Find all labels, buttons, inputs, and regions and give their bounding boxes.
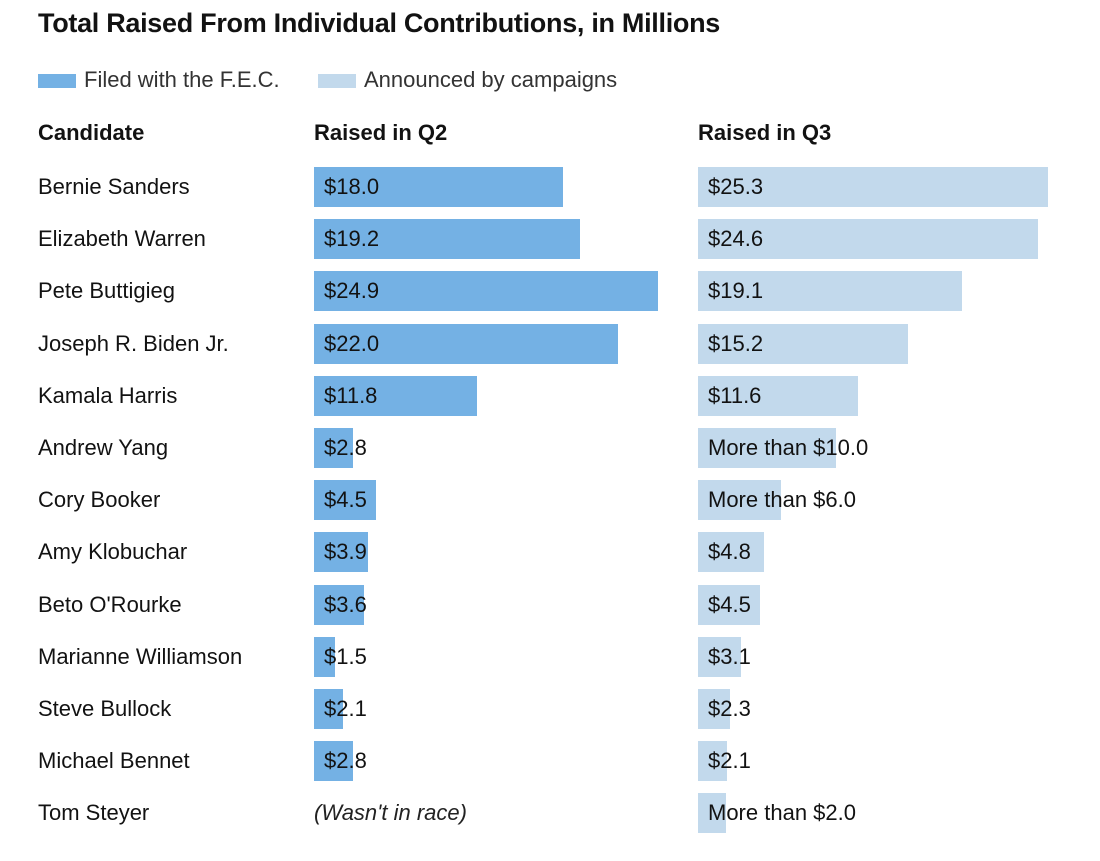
candidate-label-pete-buttigieg: Pete Buttigieg <box>38 278 175 303</box>
bar-note-tom-steyer-q2: (Wasn't in race) <box>314 800 467 825</box>
bar-value-label-andrew-yang-q3: More than $10.0 <box>708 435 869 460</box>
candidate-label-bernie-sanders: Bernie Sanders <box>38 174 190 199</box>
bar-fill-cory-booker-q2 <box>314 480 376 520</box>
bar-value-label-elizabeth-warren-q3: $24.6 <box>708 226 764 251</box>
header-candidate: Candidate <box>38 120 145 145</box>
bar-fill-pete-buttigieg-q3 <box>698 271 962 311</box>
bar-fill-elizabeth-warren-q2 <box>314 219 580 259</box>
bar-fill-elizabeth-warren-q3 <box>698 219 1038 259</box>
header-q2: Raised in Q2 <box>314 120 448 145</box>
bar-value-label-andrew-yang-q2: $2.8 <box>324 435 367 460</box>
bar-fill-marianne-williamson-q2 <box>314 637 335 677</box>
bar-value-label-beto-o-rourke-q3: $4.5 <box>708 592 751 617</box>
bar-fill-amy-klobuchar-q3 <box>698 532 764 572</box>
chart-title: Total Raised From Individual Contributio… <box>38 8 721 38</box>
candidate-label-cory-booker: Cory Booker <box>38 487 161 512</box>
bar-value-label-cory-booker-q2: $4.5 <box>324 487 367 512</box>
bar-fill-pete-buttigieg-q2 <box>314 271 658 311</box>
bar-fill-steve-bullock-q3 <box>698 689 730 729</box>
bar-fill-tom-steyer-q3 <box>698 793 726 833</box>
bar-fill-kamala-harris-q2 <box>314 376 477 416</box>
bar-value-label-kamala-harris-q3: $11.6 <box>708 383 762 408</box>
legend-label-filed: Filed with the F.E.C. <box>84 67 280 92</box>
bar-value-label-marianne-williamson-q3: $3.1 <box>708 644 751 669</box>
bar-fill-bernie-sanders-q3 <box>698 167 1048 207</box>
bar-value-label-joseph-r-biden-jr-q3: $15.2 <box>708 331 764 356</box>
bar-value-label-elizabeth-warren-q2: $19.2 <box>324 226 380 251</box>
bar-fill-bernie-sanders-q2 <box>314 167 563 207</box>
legend-swatch-announced <box>318 74 356 88</box>
bar-fill-joseph-r-biden-jr-q2 <box>314 324 618 364</box>
candidate-label-marianne-williamson: Marianne Williamson <box>38 644 243 669</box>
bar-value-label-kamala-harris-q2: $11.8 <box>324 383 378 408</box>
bar-value-label-pete-buttigieg-q3: $19.1 <box>708 278 764 303</box>
legend-swatch-filed <box>38 74 76 88</box>
bar-fill-andrew-yang-q3 <box>698 428 836 468</box>
bar-value-label-marianne-williamson-q2: $1.5 <box>324 644 367 669</box>
bar-value-label-michael-bennet-q2: $2.8 <box>324 748 367 773</box>
bar-fill-joseph-r-biden-jr-q3 <box>698 324 908 364</box>
candidate-label-joseph-r-biden-jr: Joseph R. Biden Jr. <box>38 331 229 356</box>
bar-fill-michael-bennet-q3 <box>698 741 727 781</box>
bar-value-label-beto-o-rourke-q2: $3.6 <box>324 592 367 617</box>
bar-value-label-amy-klobuchar-q2: $3.9 <box>324 539 367 564</box>
bar-fill-kamala-harris-q3 <box>698 376 858 416</box>
bar-fill-cory-booker-q3 <box>698 480 781 520</box>
bar-value-label-tom-steyer-q3: More than $2.0 <box>708 800 856 825</box>
bar-fill-beto-o-rourke-q2 <box>314 585 364 625</box>
bar-value-label-steve-bullock-q3: $2.3 <box>708 696 751 721</box>
header-q3: Raised in Q3 <box>698 120 832 145</box>
bar-value-label-bernie-sanders-q3: $25.3 <box>708 174 764 199</box>
bar-value-label-amy-klobuchar-q3: $4.8 <box>708 539 751 564</box>
candidate-label-elizabeth-warren: Elizabeth Warren <box>38 226 206 251</box>
candidate-label-michael-bennet: Michael Bennet <box>38 748 190 773</box>
bar-fill-michael-bennet-q2 <box>314 741 353 781</box>
bar-value-label-pete-buttigieg-q2: $24.9 <box>324 278 380 303</box>
bar-value-label-cory-booker-q3: More than $6.0 <box>708 487 856 512</box>
candidate-label-amy-klobuchar: Amy Klobuchar <box>38 539 188 564</box>
bar-fill-marianne-williamson-q3 <box>698 637 741 677</box>
bar-fill-andrew-yang-q2 <box>314 428 353 468</box>
candidate-label-tom-steyer: Tom Steyer <box>38 800 150 825</box>
bar-value-label-steve-bullock-q2: $2.1 <box>324 696 367 721</box>
candidate-label-kamala-harris: Kamala Harris <box>38 383 178 408</box>
bar-fill-steve-bullock-q2 <box>314 689 343 729</box>
bar-value-label-joseph-r-biden-jr-q2: $22.0 <box>324 331 380 356</box>
candidate-label-beto-o-rourke: Beto O'Rourke <box>38 592 182 617</box>
bar-fill-beto-o-rourke-q3 <box>698 585 760 625</box>
candidate-label-andrew-yang: Andrew Yang <box>38 435 169 460</box>
bar-value-label-bernie-sanders-q2: $18.0 <box>324 174 380 199</box>
legend-label-announced: Announced by campaigns <box>364 67 618 92</box>
bar-fill-amy-klobuchar-q2 <box>314 532 368 572</box>
bar-value-label-michael-bennet-q3: $2.1 <box>708 748 751 773</box>
candidate-label-steve-bullock: Steve Bullock <box>38 696 172 721</box>
